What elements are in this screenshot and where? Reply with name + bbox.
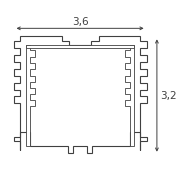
Text: 3,6: 3,6 — [72, 17, 88, 27]
Polygon shape — [26, 45, 35, 146]
Polygon shape — [26, 45, 134, 48]
Text: 3,2: 3,2 — [160, 91, 176, 101]
Polygon shape — [125, 45, 134, 146]
Polygon shape — [14, 37, 147, 153]
